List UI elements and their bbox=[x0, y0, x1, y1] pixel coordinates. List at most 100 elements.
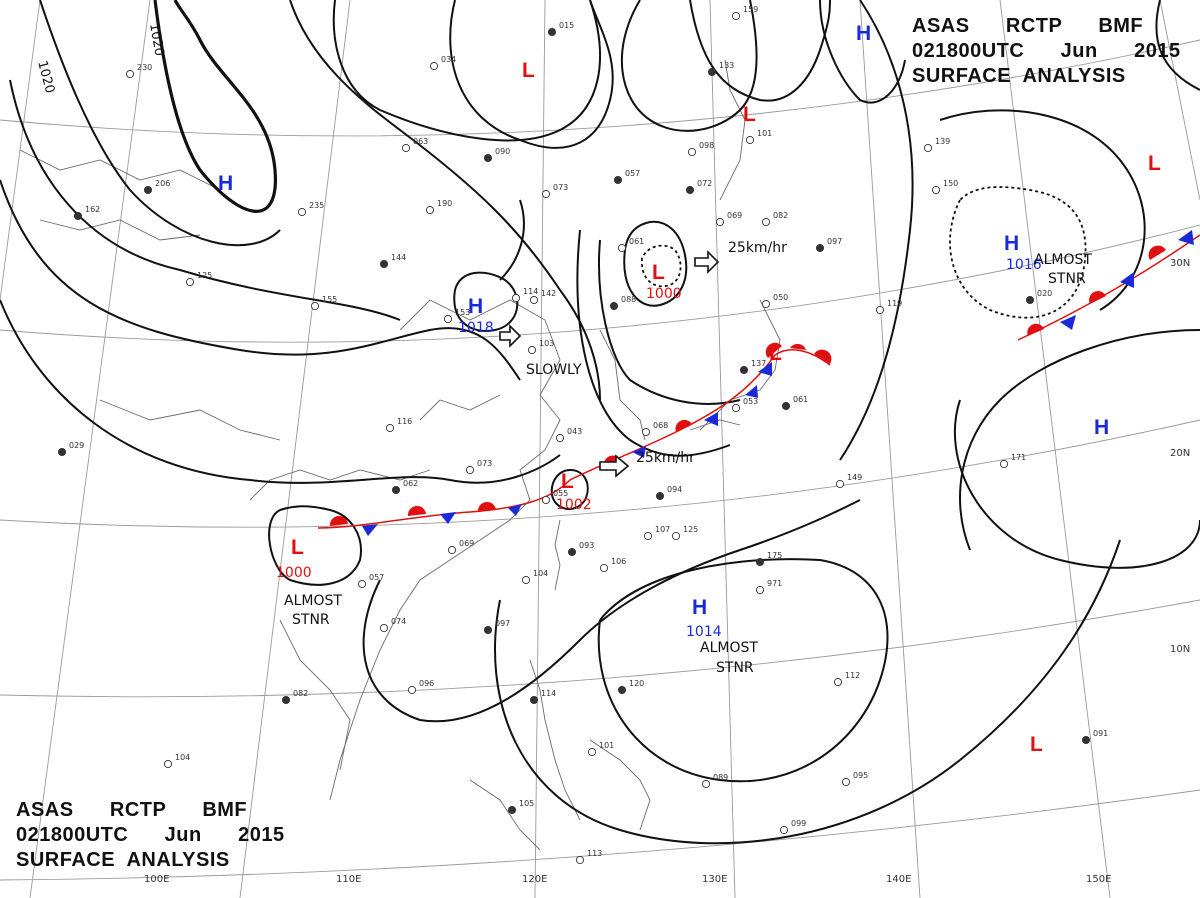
station-pressure-value: 089 bbox=[713, 773, 728, 782]
isobar-label-1020-b: 1020 bbox=[146, 22, 167, 57]
isobars bbox=[0, 0, 1200, 845]
station-marker bbox=[671, 531, 681, 541]
station-pressure-value: 175 bbox=[767, 551, 782, 560]
station-pressure-value: 101 bbox=[757, 129, 772, 138]
station-pressure-value: 061 bbox=[629, 237, 644, 246]
station-pressure-value: 133 bbox=[719, 61, 734, 70]
station-marker bbox=[125, 69, 135, 79]
station-marker bbox=[483, 153, 493, 163]
station-marker bbox=[841, 777, 851, 787]
station-marker bbox=[587, 747, 597, 757]
station-pressure-value: 107 bbox=[655, 525, 670, 534]
station-marker bbox=[443, 314, 453, 324]
station-pressure-value: 235 bbox=[309, 201, 324, 210]
lon-label-120e: 120E bbox=[522, 874, 547, 885]
station-pressure-value: 139 bbox=[935, 137, 950, 146]
axis-labels: 100E 110E 120E 130E 140E 150E 30N 20N 10… bbox=[144, 258, 1190, 885]
motion-arrow-3 bbox=[499, 324, 522, 348]
station-marker bbox=[755, 557, 765, 567]
station-pressure-value: 074 bbox=[391, 617, 406, 626]
station-pressure-value: 096 bbox=[419, 679, 434, 688]
station-pressure-value: 082 bbox=[773, 211, 788, 220]
station-marker bbox=[541, 495, 551, 505]
station-pressure-value: 063 bbox=[413, 137, 428, 146]
station-pressure-value: 120 bbox=[629, 679, 644, 688]
station-marker bbox=[163, 759, 173, 769]
station-marker bbox=[781, 401, 791, 411]
lon-label-130e: 130E bbox=[702, 874, 727, 885]
station-pressure-value: 057 bbox=[625, 169, 640, 178]
station-marker bbox=[567, 547, 577, 557]
station-pressure-value: 043 bbox=[567, 427, 582, 436]
low-center-4: L bbox=[561, 470, 574, 493]
station-pressure-value: 082 bbox=[293, 689, 308, 698]
high-pressure-2: 1018 bbox=[458, 320, 494, 336]
station-marker bbox=[731, 11, 741, 21]
station-pressure-value: 125 bbox=[683, 525, 698, 534]
high-center-3: H bbox=[856, 22, 871, 45]
station-pressure-value: 159 bbox=[743, 5, 758, 14]
station-marker bbox=[875, 305, 885, 315]
station-pressure-value: 061 bbox=[793, 395, 808, 404]
station-marker bbox=[779, 825, 789, 835]
station-marker bbox=[310, 301, 320, 311]
station-marker bbox=[731, 403, 741, 413]
station-marker bbox=[755, 585, 765, 595]
station-marker bbox=[655, 491, 665, 501]
station-pressure-value: 104 bbox=[533, 569, 548, 578]
station-pressure-value: 094 bbox=[667, 485, 682, 494]
lon-label-110e: 110E bbox=[336, 874, 361, 885]
low-center-1: L bbox=[522, 59, 535, 82]
station-marker bbox=[687, 147, 697, 157]
high-center-1: H bbox=[218, 172, 233, 195]
station-pressure-value: 105 bbox=[519, 799, 534, 808]
station-pressure-value: 971 bbox=[767, 579, 782, 588]
station-pressure-value: 114 bbox=[523, 287, 538, 296]
station-marker bbox=[507, 805, 517, 815]
station-pressure-value: 095 bbox=[853, 771, 868, 780]
station-pressure-value: 113 bbox=[587, 849, 602, 858]
station-marker bbox=[529, 295, 539, 305]
high-pressure-4: 1016 bbox=[1006, 257, 1042, 273]
station-pressure-value: 053 bbox=[743, 397, 758, 406]
station-pressure-value: 149 bbox=[847, 473, 862, 482]
station-marker bbox=[281, 695, 291, 705]
station-pressure-value: 104 bbox=[175, 753, 190, 762]
station-pressure-value: 055 bbox=[553, 489, 568, 498]
low-pressure-3: 1000 bbox=[646, 286, 682, 302]
station-pressure-value: 091 bbox=[1093, 729, 1108, 738]
station-marker bbox=[715, 217, 725, 227]
station-marker bbox=[923, 143, 933, 153]
station-marker bbox=[527, 345, 537, 355]
station-pressure-value: 098 bbox=[699, 141, 714, 150]
low-pressure-5: 1000 bbox=[276, 565, 312, 581]
station-pressure-value: 034 bbox=[441, 55, 456, 64]
station-marker bbox=[465, 465, 475, 475]
low-center-7: L bbox=[1148, 152, 1161, 175]
station-pressure-value: 114 bbox=[541, 689, 556, 698]
high-center-5: H bbox=[1094, 416, 1109, 439]
motion-arrows bbox=[499, 250, 720, 478]
station-marker bbox=[483, 625, 493, 635]
station-pressure-value: 015 bbox=[559, 21, 574, 30]
station-pressure-value: 119 bbox=[887, 299, 902, 308]
station-pressure-value: 206 bbox=[155, 179, 170, 188]
title-line-3: SURFACE ANALYSIS bbox=[912, 65, 1126, 87]
station-pressure-value: 116 bbox=[397, 417, 412, 426]
almost-stnr-3-line1: ALMOST bbox=[700, 640, 758, 656]
high-center-6: H bbox=[692, 596, 707, 619]
station-marker bbox=[547, 27, 557, 37]
station-pressure-value: 057 bbox=[369, 573, 384, 582]
station-marker bbox=[379, 623, 389, 633]
almost-stnr-2-line2: STNR bbox=[292, 612, 330, 628]
station-marker bbox=[143, 185, 153, 195]
station-marker bbox=[57, 447, 67, 457]
station-pressure-value: 062 bbox=[403, 479, 418, 488]
station-markers: 015 034 230 206 235 190 144 125 155 162 153 142 088 1… bbox=[57, 5, 1108, 865]
station-pressure-value: 101 bbox=[599, 741, 614, 750]
motion-label-2: 25km/hr bbox=[636, 450, 695, 466]
station-marker bbox=[707, 67, 717, 77]
station-marker bbox=[401, 143, 411, 153]
